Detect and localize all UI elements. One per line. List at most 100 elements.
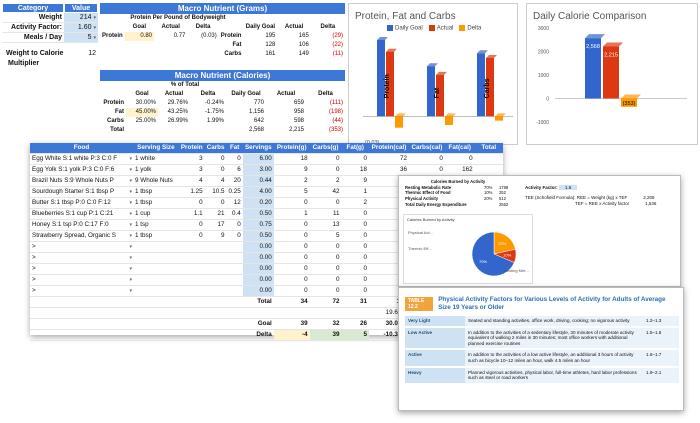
servings-cell[interactable]: 0.00 bbox=[242, 263, 274, 275]
food-name-cell[interactable]: Egg White S:1 white P:3 C:0 F ▾ bbox=[30, 153, 133, 165]
activity-factor-input[interactable]: 1.60 ▾ bbox=[64, 23, 98, 32]
serving-size-cell[interactable]: 9 Whole Nuts bbox=[133, 175, 179, 187]
servings-cell[interactable]: 0.75 bbox=[242, 219, 274, 231]
servings-cell[interactable]: 0.20 bbox=[242, 197, 274, 209]
chevron-down-icon[interactable]: ▾ bbox=[129, 156, 132, 162]
col-carbs-cal: Carbs(cal) bbox=[408, 143, 445, 154]
chevron-down-icon[interactable]: ▾ bbox=[129, 167, 132, 173]
activity-level: Heavy bbox=[405, 366, 465, 385]
meals-input[interactable]: 5 ▾ bbox=[64, 33, 98, 42]
cell: 0 bbox=[178, 230, 205, 242]
food-name-cell[interactable]: > ▾ bbox=[30, 252, 133, 264]
cell: 43.25% bbox=[167, 109, 188, 115]
weight-input[interactable]: 214 ▾ bbox=[64, 13, 98, 22]
food-name-cell[interactable]: Egg Yolk S:1 yolk P:3 C:0 F:6 ▾ bbox=[30, 164, 133, 176]
serving-size-cell[interactable] bbox=[133, 252, 179, 264]
cell: 659 bbox=[293, 100, 304, 106]
chevron-down-icon[interactable]: ▾ bbox=[129, 200, 132, 206]
food-name-cell[interactable]: Strawberry Spread, Organic S ▾ bbox=[30, 230, 133, 242]
activity-factor-value[interactable]: 1.6 bbox=[559, 185, 578, 190]
food-row[interactable]: Egg Yolk S:1 yolk P:3 C:0 F:6 ▾ 1 yolk 3 0 6 3… bbox=[30, 164, 503, 176]
chevron-down-icon[interactable]: ▾ bbox=[129, 189, 132, 195]
pie-label: Physical Act... bbox=[408, 230, 433, 235]
chevron-down-icon[interactable]: ▾ bbox=[129, 255, 132, 261]
chevron-down-icon[interactable]: ▾ bbox=[129, 211, 132, 217]
food-name-cell[interactable]: > ▾ bbox=[30, 274, 133, 286]
row-label: Fat bbox=[232, 42, 242, 48]
protein-fat-carbs-chart[interactable]: Protein, Fat and Carbs Daily Goal Actual… bbox=[348, 3, 518, 146]
cell bbox=[226, 241, 243, 253]
servings-cell[interactable]: 4.00 bbox=[242, 186, 274, 198]
chevron-down-icon[interactable]: ▾ bbox=[129, 233, 132, 239]
cell[interactable]: 45.00% bbox=[126, 108, 158, 117]
serving-size-cell[interactable] bbox=[133, 274, 179, 286]
food-name-cell[interactable]: > ▾ bbox=[30, 263, 133, 275]
chevron-down-icon[interactable]: ▾ bbox=[129, 266, 132, 272]
cell[interactable]: 25.00% bbox=[135, 118, 156, 124]
bar-top-face bbox=[585, 34, 605, 39]
pie-slice bbox=[471, 231, 515, 277]
table-row: Total 2,568 2,215 (353) bbox=[100, 126, 345, 135]
servings-cell[interactable]: 0.00 bbox=[242, 285, 274, 297]
table-row: Physical Activity 20% 512 bbox=[403, 196, 513, 202]
servings-cell[interactable]: 6.00 bbox=[242, 153, 274, 165]
servings-cell[interactable]: 0.00 bbox=[242, 252, 274, 264]
food-row[interactable]: >▾0.000000 bbox=[30, 285, 503, 297]
chevron-down-icon[interactable]: ▾ bbox=[93, 15, 96, 21]
servings-cell[interactable]: 0.50 bbox=[242, 230, 274, 242]
cell[interactable]: 30.00% bbox=[135, 100, 156, 106]
protein-goal-cell[interactable]: 0.80 bbox=[124, 32, 155, 41]
cell: 0 bbox=[341, 208, 370, 220]
burn-pie-chart[interactable]: Calories Burned by Activity 22% 10% 70% Phy… bbox=[403, 214, 533, 284]
serving-size-cell[interactable]: 1 tsp bbox=[133, 219, 179, 231]
serving-size-cell[interactable]: 1 tbsp bbox=[133, 230, 179, 242]
protein-label: Protein bbox=[102, 33, 123, 39]
chevron-down-icon[interactable]: ▾ bbox=[93, 25, 96, 31]
serving-size-cell[interactable] bbox=[133, 241, 179, 253]
bar-delta bbox=[495, 115, 503, 121]
food-name-cell[interactable]: Sourdough Starter S:1 tbsp P ▾ bbox=[30, 186, 133, 198]
cell: 2 bbox=[273, 175, 310, 187]
serving-size-cell[interactable]: 1 tbsp bbox=[133, 186, 179, 198]
serving-size-cell[interactable] bbox=[133, 263, 179, 275]
servings-cell[interactable]: 0.00 bbox=[242, 241, 274, 253]
serving-size-cell[interactable]: 1 yolk bbox=[133, 164, 179, 176]
cell: 0 bbox=[273, 219, 310, 231]
cell: 18 bbox=[273, 153, 310, 165]
chevron-down-icon[interactable]: ▾ bbox=[129, 178, 132, 184]
servings-cell[interactable]: 0.44 bbox=[242, 175, 274, 187]
cell bbox=[204, 241, 227, 253]
food-name-cell[interactable]: Blueberries S:1 cup P:1 C:21 ▾ bbox=[30, 208, 133, 220]
serving-size-cell[interactable] bbox=[133, 285, 179, 297]
servings-cell[interactable]: 0.50 bbox=[242, 208, 274, 220]
chevron-down-icon[interactable]: ▾ bbox=[129, 244, 132, 250]
bar-actual bbox=[436, 74, 444, 116]
chevron-down-icon[interactable]: ▾ bbox=[93, 35, 96, 41]
cell: 0 bbox=[273, 197, 310, 209]
food-name-cell[interactable]: Brazil Nuts S:9 Whole Nuts P ▾ bbox=[30, 175, 133, 187]
chevron-down-icon[interactable]: ▾ bbox=[129, 277, 132, 283]
food-row[interactable]: >▾0.000000 bbox=[30, 241, 503, 253]
table-row: Active In addition to the activities of … bbox=[405, 349, 679, 368]
food-name-cell[interactable]: Butter S:1 tbsp P:0 C:0 F:12 ▾ bbox=[30, 197, 133, 209]
cell: 19.66% bbox=[369, 307, 409, 319]
serving-size-cell[interactable]: 1 white bbox=[133, 153, 179, 165]
serving-size-cell[interactable]: 1 tbsp bbox=[133, 197, 179, 209]
multiplier-value[interactable]: 12 bbox=[88, 50, 96, 57]
chevron-down-icon[interactable]: ▾ bbox=[129, 222, 132, 228]
food-row[interactable]: Egg White S:1 white P:3 C:0 F ▾ 1 white 3 0 0… bbox=[30, 153, 503, 165]
food-name-cell[interactable]: > ▾ bbox=[30, 285, 133, 297]
col-protein-cal: Protein(cal) bbox=[369, 143, 409, 154]
daily-calorie-chart[interactable]: Daily Calorie Comparison 3000 2000 1000 0 -1… bbox=[526, 3, 698, 145]
food-name-cell[interactable]: > ▾ bbox=[30, 241, 133, 253]
servings-cell[interactable]: 0.00 bbox=[242, 274, 274, 286]
food-name-cell[interactable]: Honey S:1 tsp P:0 C:17 F:0 ▾ bbox=[30, 219, 133, 231]
macro-grams-table: Goal Actual Delta Daily Goal Actual Delt… bbox=[100, 23, 345, 59]
cell: 1788 bbox=[498, 184, 509, 190]
chevron-down-icon[interactable]: ▾ bbox=[129, 288, 132, 294]
cell: 26 bbox=[341, 318, 370, 330]
activity-range: 1.9–2.1 bbox=[643, 366, 679, 385]
serving-size-cell[interactable]: 1 cup bbox=[133, 208, 179, 220]
bar-actual bbox=[486, 57, 494, 116]
servings-cell[interactable]: 3.00 bbox=[242, 164, 274, 176]
